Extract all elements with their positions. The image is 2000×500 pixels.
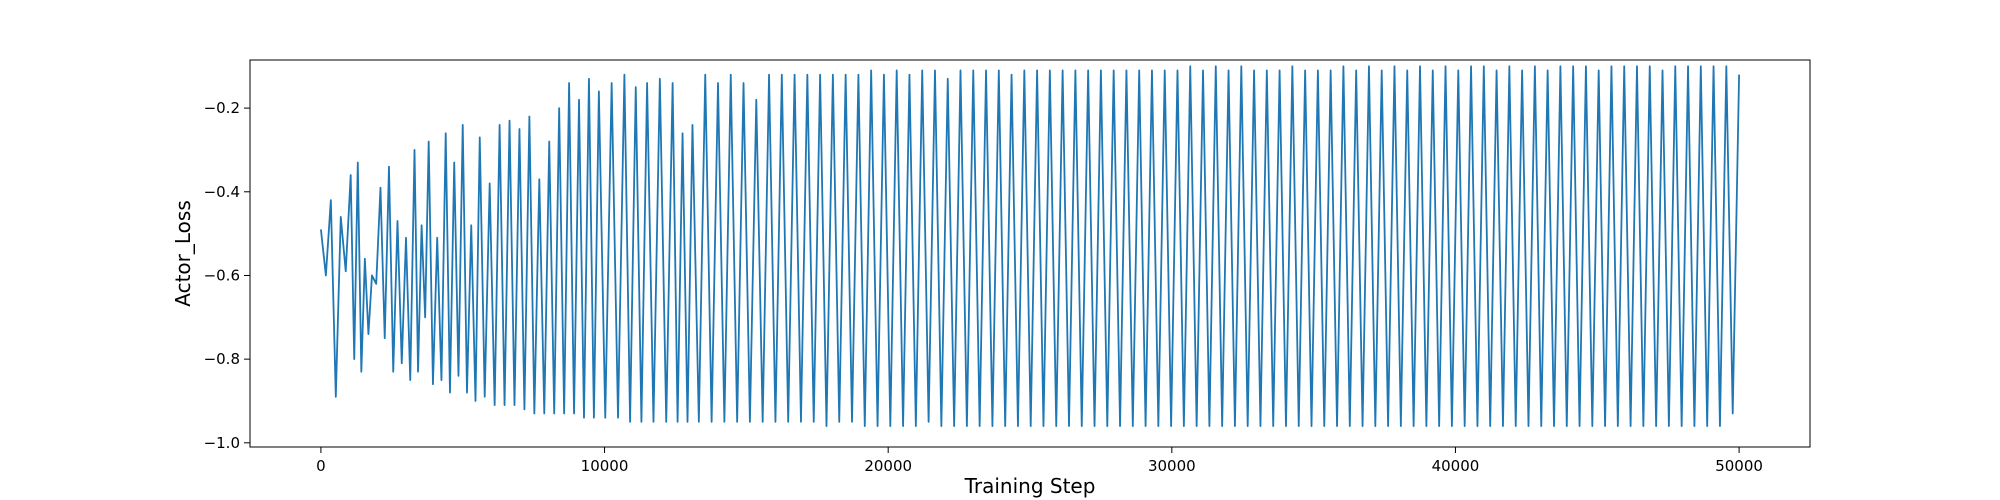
series-layer [320, 65, 1740, 427]
y-tick-label: −0.2 [204, 99, 240, 117]
series-line-actor-loss [320, 65, 1740, 427]
axes-frame [249, 59, 1811, 448]
x-axis-label: Training Step [964, 474, 1096, 498]
y-tick-label: −0.4 [204, 183, 240, 201]
x-tick-label: 50000 [1715, 457, 1763, 475]
x-tick-label: 30000 [1148, 457, 1196, 475]
y-tick-label: −0.8 [204, 350, 240, 368]
y-tick-label: −0.6 [204, 266, 240, 284]
x-tick-label: 0 [316, 457, 326, 475]
x-tick-label: 20000 [864, 457, 912, 475]
y-tick-label: −1.0 [204, 434, 240, 452]
y-axis-ticks: −1.0 −0.8 −0.6 −0.4 −0.2 [204, 99, 250, 452]
plot-area [249, 59, 1811, 448]
x-axis-ticks: 0 10000 20000 30000 40000 50000 [316, 447, 1763, 475]
y-axis-label: Actor_Loss [171, 200, 195, 307]
x-tick-label: 40000 [1432, 457, 1480, 475]
x-tick-label: 10000 [581, 457, 629, 475]
